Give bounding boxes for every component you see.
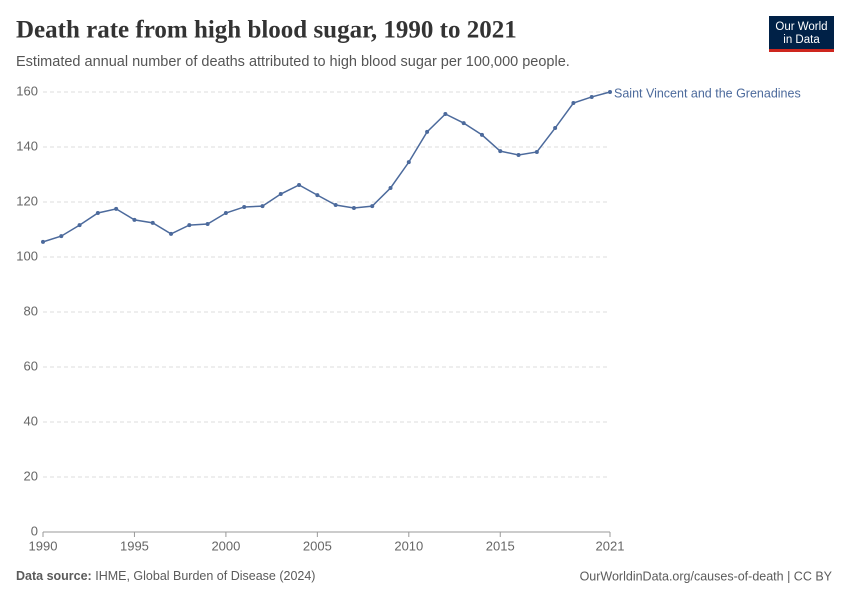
line [42, 91, 611, 243]
y-tick-label: 0 [31, 523, 38, 538]
logo-text: Our World [775, 21, 827, 33]
source-text: IHME, Global Burden of Disease (2024) [95, 569, 315, 583]
y-tick-label: 100 [16, 248, 38, 263]
point [169, 231, 174, 236]
x-tick-label: 2000 [211, 538, 240, 553]
point [608, 90, 612, 94]
x-tick-label: 2010 [394, 538, 423, 553]
point [223, 211, 228, 215]
point [333, 203, 338, 208]
x-tick-label: 2021 [596, 538, 625, 553]
y-tick-label: 140 [16, 138, 38, 153]
point [388, 185, 393, 190]
point [260, 204, 265, 209]
point [278, 192, 283, 197]
point [187, 223, 192, 228]
point [553, 126, 558, 131]
point [589, 94, 594, 99]
logo-box [769, 16, 834, 50]
x-tick-label: 2005 [303, 538, 332, 553]
point [443, 112, 448, 116]
point [370, 204, 375, 209]
point [77, 223, 82, 228]
point [315, 193, 320, 198]
y-tick-label: 40 [24, 413, 38, 428]
chart-subtitle: Estimated annual number of deaths attrib… [16, 54, 570, 70]
point [59, 234, 64, 239]
logo[interactable]: Our World in Data [769, 16, 834, 52]
point [406, 160, 411, 165]
url[interactable]: OurWorldinData.org/causes-of-death | CC … [580, 569, 833, 583]
point [461, 121, 466, 126]
series-label: Saint Vincent and the Grenadines [614, 86, 801, 100]
point [41, 239, 45, 244]
point [297, 182, 302, 187]
point [571, 101, 576, 105]
point [205, 222, 210, 226]
y-tick-label: 60 [24, 358, 38, 373]
point [351, 206, 356, 211]
point [114, 206, 119, 211]
source-label: Data source: [16, 569, 92, 583]
x-tick-label: 1995 [120, 538, 149, 553]
x-tick-label: 1990 [29, 538, 58, 553]
point [498, 149, 503, 154]
x-tick-label: 2015 [486, 538, 515, 553]
point [242, 204, 247, 209]
logo-bar [769, 49, 834, 52]
source: Data source: IHME, Global Burden of Dise… [16, 569, 315, 583]
point [132, 217, 137, 222]
point [150, 220, 155, 225]
y-tick-label: 80 [24, 303, 38, 318]
point [95, 211, 100, 215]
point [534, 149, 539, 154]
logo-text: in Data [783, 34, 820, 46]
chart-title: Death rate from high blood sugar, 1990 t… [16, 17, 517, 44]
y-tick-label: 160 [16, 83, 38, 98]
point [425, 129, 430, 134]
point [479, 132, 484, 137]
point [516, 152, 521, 157]
y-tick-label: 20 [24, 468, 38, 483]
y-tick-label: 120 [16, 193, 38, 208]
